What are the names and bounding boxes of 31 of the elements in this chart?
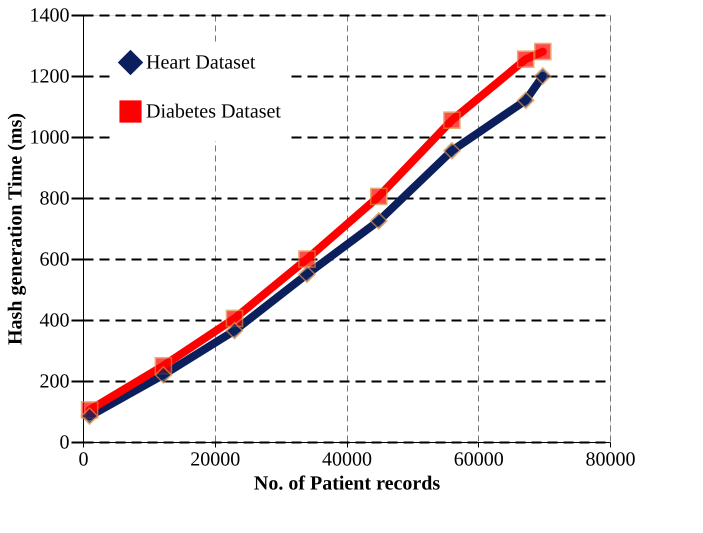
- point: [298, 265, 316, 284]
- legend-label: Heart Dataset: [146, 52, 256, 74]
- point: [226, 310, 244, 328]
- point: [516, 50, 534, 68]
- y-tick-label: 1400: [30, 4, 70, 26]
- y-tick-label: 1000: [30, 126, 70, 148]
- point: [370, 188, 388, 206]
- x-tick-label: 40000: [322, 448, 372, 470]
- y-tick-label: 800: [40, 188, 70, 210]
- y-tick-label: 400: [40, 310, 70, 332]
- y-tick-label: 200: [40, 370, 70, 392]
- x-axis-title: No. of Patient records: [254, 472, 440, 494]
- point: [516, 92, 534, 110]
- x-tick-label: 80000: [586, 448, 636, 470]
- point: [534, 67, 552, 85]
- point: [226, 322, 244, 340]
- point: [298, 250, 316, 268]
- point: [370, 212, 388, 230]
- y-tick-label: 0: [60, 432, 70, 454]
- point: [443, 142, 461, 160]
- point: [534, 42, 552, 60]
- point: [154, 366, 172, 384]
- point: [80, 407, 98, 425]
- x-tick-label: 20000: [190, 448, 240, 470]
- x-tick-label: 0: [78, 448, 88, 470]
- y-axis-title: Hash generation Time (ms): [4, 112, 26, 346]
- legend-label: Diabetes Dataset: [146, 100, 282, 122]
- y-tick-label: 1200: [30, 66, 70, 88]
- x-tick-label: 60000: [454, 448, 504, 470]
- point: [443, 111, 461, 130]
- y-tick-label: 600: [40, 248, 70, 270]
